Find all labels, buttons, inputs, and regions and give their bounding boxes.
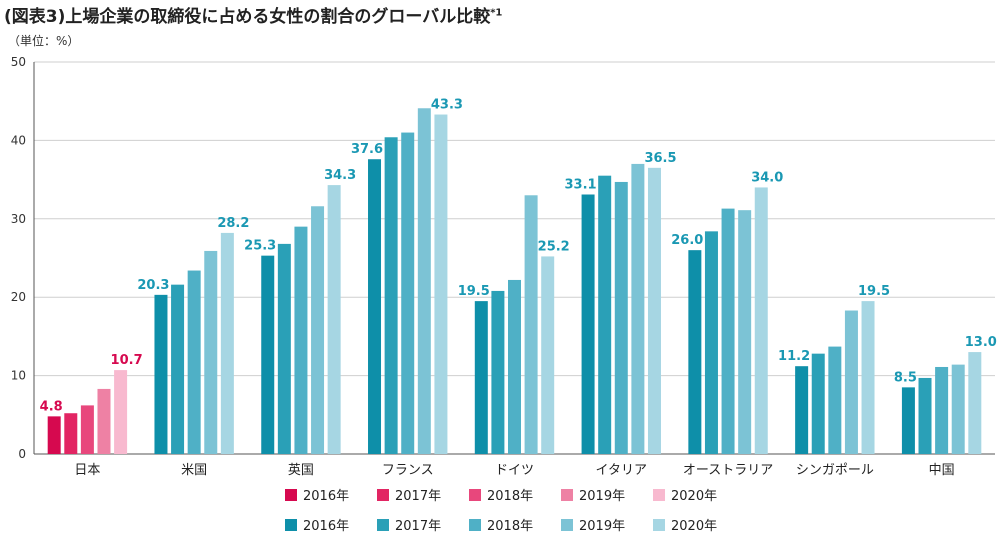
y-tick-label: 0 (18, 447, 26, 461)
data-label: 8.5 (894, 370, 917, 385)
bar (935, 366, 949, 454)
y-tick-label: 20 (11, 290, 26, 304)
bar (614, 181, 628, 454)
bar (154, 294, 168, 454)
bar (631, 163, 645, 455)
bar (844, 310, 858, 454)
data-label: 33.1 (564, 177, 596, 192)
bar (795, 366, 809, 454)
data-label: 26.0 (671, 233, 703, 248)
data-label: 20.3 (137, 278, 169, 293)
bar (417, 108, 431, 455)
bar (524, 195, 538, 454)
bar (918, 377, 932, 454)
unit-label: （単位：%） (8, 34, 80, 48)
data-label: 13.0 (965, 335, 997, 350)
bar (311, 206, 325, 454)
data-label: 34.3 (324, 168, 356, 183)
data-label: 37.6 (351, 142, 383, 157)
bar (114, 370, 128, 454)
bar (220, 232, 234, 454)
data-label: 36.5 (644, 151, 676, 166)
x-category-label: イタリア (596, 463, 647, 478)
data-label: 25.3 (244, 239, 276, 254)
bar (80, 405, 94, 454)
data-label: 19.5 (858, 284, 890, 299)
bar (171, 284, 185, 454)
data-label: 11.2 (778, 349, 810, 364)
bar (474, 301, 488, 454)
chart-title: (図表3)上場企業の取締役に占める女性の割合のグローバル比較*1 (4, 7, 503, 27)
bar (204, 250, 218, 454)
title-footnote-mark: *1 (490, 7, 503, 19)
data-label: 28.2 (217, 216, 249, 231)
bar (968, 352, 982, 454)
y-tick-label: 50 (11, 55, 26, 69)
bar (277, 243, 291, 454)
bar (508, 279, 521, 454)
x-category-label: 中国 (929, 463, 955, 478)
bar (754, 187, 768, 454)
bar (598, 175, 612, 454)
bar (828, 346, 842, 454)
bar (187, 270, 201, 454)
data-label: 10.7 (111, 353, 143, 368)
data-label: 4.8 (40, 399, 63, 414)
x-category-label: 英国 (288, 463, 314, 478)
bar (721, 208, 735, 454)
data-label: 43.3 (431, 98, 463, 113)
bar (951, 364, 965, 454)
bar (401, 132, 415, 454)
bar (97, 388, 111, 454)
bar (647, 167, 661, 454)
bar (861, 301, 875, 454)
bar (688, 250, 702, 454)
y-tick-label: 40 (11, 133, 26, 147)
y-tick-label: 10 (11, 369, 26, 383)
y-tick-label: 30 (11, 212, 26, 226)
bar (704, 231, 718, 454)
data-label: 34.0 (751, 170, 783, 185)
bar (811, 353, 825, 454)
data-label: 25.2 (538, 239, 570, 254)
bar (47, 416, 61, 454)
x-category-label: シンガポール (796, 463, 874, 478)
bar (261, 255, 275, 454)
bar (901, 387, 915, 454)
x-category-label: フランス (382, 463, 434, 478)
data-label: 19.5 (458, 284, 490, 299)
bar (327, 185, 341, 454)
bar (738, 210, 752, 454)
bar (294, 226, 308, 454)
x-category-label: 日本 (74, 463, 100, 478)
bar (384, 137, 398, 454)
bar (541, 256, 555, 454)
bar (64, 413, 78, 454)
x-category-label: ドイツ (495, 463, 534, 478)
bar (581, 194, 595, 454)
x-category-label: オーストラリア (683, 463, 773, 478)
bar (491, 290, 505, 454)
bar (434, 114, 448, 454)
bar (368, 159, 382, 454)
x-category-label: 米国 (181, 463, 207, 478)
